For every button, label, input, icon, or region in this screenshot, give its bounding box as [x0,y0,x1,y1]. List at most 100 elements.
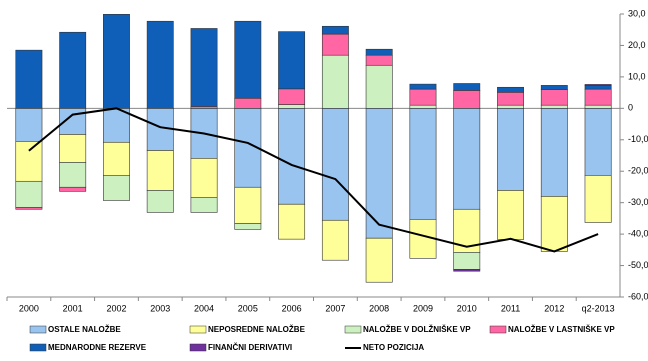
y-tick-label: -50,0 [628,260,648,270]
legend-swatch [189,343,207,352]
y-tick-label: 20,0 [628,40,646,50]
x-tick-label: 2007 [325,303,345,313]
legend-label: OSTALE NALOŽBE [48,325,121,334]
bar [453,108,481,210]
bar [453,252,481,270]
bar [15,207,43,210]
bar [146,20,174,109]
bar [365,64,393,109]
bar [409,108,437,220]
bar [540,196,568,252]
bar [497,190,524,240]
legend-swatch [489,325,507,334]
bar [321,219,349,261]
bar [278,203,306,240]
bar [103,141,130,176]
bar [584,85,612,90]
bar [278,108,306,205]
y-tick-label: -60,0 [628,291,648,301]
bar [103,175,130,201]
bar [15,141,43,182]
bar [497,104,524,109]
x-tick-label: q2-2013 [582,303,615,313]
legend-swatch [344,325,362,334]
y-tick-label: 10,0 [628,71,646,81]
x-tick-label: 2000 [19,303,39,313]
x-tick-label: 2011 [501,303,520,313]
bar [584,104,612,109]
x-tick-label: 2004 [194,303,214,313]
bar [15,108,43,142]
x-tick-label: 2009 [413,303,433,313]
bar [497,91,524,106]
bar [540,85,568,90]
y-tick-label: -40,0 [628,228,648,238]
legend-label: NEPOSREDNE NALOŽBE [208,325,306,334]
legend-label: FINANČNI DERIVATIVI [208,343,292,352]
bar [59,186,87,192]
y-tick-label: -20,0 [628,166,648,176]
bar [234,186,262,224]
bar [278,104,306,109]
line [28,107,599,253]
bar [365,108,393,239]
bar [365,237,393,283]
bar [103,14,130,109]
bar [234,97,262,109]
x-tick-label: 2005 [238,303,258,313]
bar [584,175,612,223]
bar [321,25,349,35]
x-tick-label: 2010 [457,303,477,313]
x-tick-label: 2002 [106,303,126,313]
bar [540,89,568,106]
bar [584,108,612,176]
bar [497,86,524,93]
x-tick-label: 2001 [63,303,83,313]
bar [59,134,87,163]
bar [409,83,437,90]
y-tick-label: 30,0 [628,8,646,18]
bar [409,88,437,106]
x-tick-label: 2008 [369,303,389,313]
bar [15,49,43,109]
legend-label: NALOŽBE V LASTNIŠKE VP [508,325,615,334]
x-tick-label: 2012 [544,303,564,313]
legend-label: MEDNARODNE REZERVE [48,343,147,352]
legend-label: NETO POZICIJA [363,343,424,352]
legend-swatch [189,325,207,334]
bar [190,28,218,107]
y-tick-label: 0 [628,103,633,113]
bar [321,54,349,109]
bar [190,158,218,198]
bar [365,48,393,56]
y-tick-label: -30,0 [628,197,648,207]
x-tick-label: 2006 [282,303,302,313]
legend-swatch [29,325,47,334]
bar [15,180,43,208]
bar [234,223,262,230]
bar [321,108,349,221]
bar [234,20,262,99]
bar [497,108,524,191]
bar [321,33,349,56]
bar [584,84,612,86]
bar [540,108,568,197]
bar [59,31,87,109]
bar [146,150,174,191]
bar [278,31,306,90]
y-tick-label: -10,0 [628,134,648,144]
bar [453,90,481,109]
bar [146,190,174,213]
bar [59,162,87,188]
legend-swatch [29,343,47,352]
bar [190,197,218,213]
bar [453,83,481,91]
legend-label: NALOŽBE V DOLŽNIŠKE VP [363,325,471,334]
bar [103,108,130,143]
bar [278,88,306,105]
bar [453,269,481,272]
bar [584,88,612,106]
bar [540,104,568,109]
bar [409,104,437,109]
